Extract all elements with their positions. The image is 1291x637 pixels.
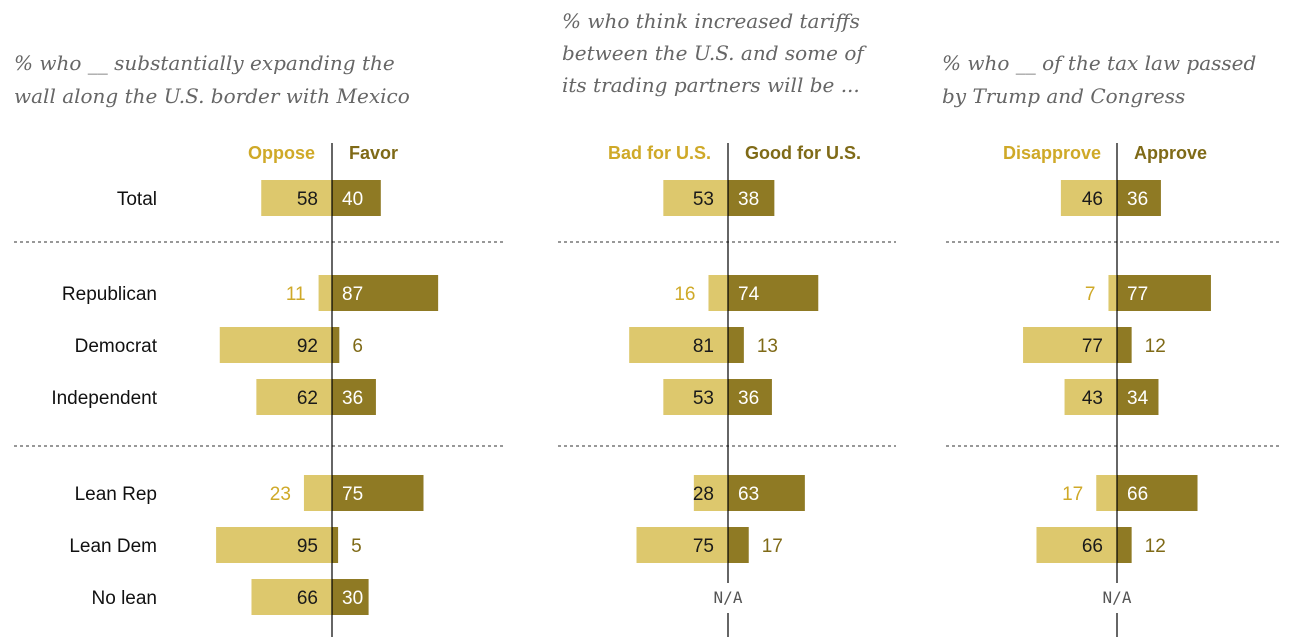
data-label: 5 [351, 536, 362, 557]
bar-favor [332, 579, 369, 615]
bar-oppose [318, 275, 332, 311]
data-label: 66 [297, 588, 318, 609]
bar-disapprove [1060, 180, 1117, 216]
series-header-right: Approve [1134, 143, 1207, 163]
bar-favor [332, 275, 439, 311]
bar-oppose [261, 180, 332, 216]
bar-approve [1117, 379, 1159, 415]
data-label: 12 [1145, 336, 1166, 357]
panel-title-line: by Trump and Congress [942, 84, 1185, 108]
data-label: 66 [1127, 484, 1148, 505]
bar-bad-for-u-s- [708, 275, 728, 311]
bar-oppose [251, 579, 332, 615]
panel-title-line: % who __ substantially expanding the [14, 51, 395, 75]
data-label: 77 [1127, 284, 1148, 305]
bar-disapprove [1036, 527, 1117, 563]
bar-good-for-u-s- [728, 180, 775, 216]
bar-good-for-u-s- [728, 327, 744, 363]
row-label: Lean Dem [69, 536, 157, 557]
panel-title-line: % who __ of the tax law passed [942, 51, 1256, 75]
data-label: 63 [738, 484, 759, 505]
bar-approve [1117, 180, 1161, 216]
data-label: 13 [757, 336, 778, 357]
bar-favor [332, 379, 376, 415]
data-label: 16 [674, 284, 695, 305]
series-header-right: Favor [349, 143, 398, 163]
data-label: 74 [738, 284, 760, 305]
series-header-right: Good for U.S. [745, 143, 861, 163]
bar-oppose [216, 527, 332, 563]
series-header-left: Oppose [248, 143, 315, 163]
data-label: 17 [762, 536, 783, 557]
row-label: Total [117, 189, 157, 210]
data-label: 43 [1082, 388, 1103, 409]
data-label: 38 [738, 189, 759, 210]
data-label: 62 [297, 388, 318, 409]
data-label: 75 [342, 484, 363, 505]
bar-disapprove [1023, 327, 1117, 363]
bar-disapprove [1096, 475, 1117, 511]
data-label: 28 [693, 484, 714, 505]
data-label: 36 [342, 388, 363, 409]
data-label: 58 [297, 189, 318, 210]
data-label: 53 [693, 189, 714, 210]
bar-bad-for-u-s- [693, 475, 728, 511]
data-label: 17 [1062, 484, 1083, 505]
na-label: N/A [1103, 588, 1132, 607]
data-label: 6 [352, 336, 363, 357]
na-label: N/A [714, 588, 743, 607]
panel-title-line: its trading partners will be ... [562, 73, 860, 97]
data-label: 81 [693, 336, 714, 357]
bar-approve [1117, 527, 1132, 563]
bar-good-for-u-s- [728, 379, 772, 415]
data-label: 53 [693, 388, 714, 409]
bar-oppose [256, 379, 332, 415]
bar-bad-for-u-s- [663, 180, 728, 216]
bar-oppose [303, 475, 332, 511]
bar-favor [332, 327, 340, 363]
data-label: 66 [1082, 536, 1103, 557]
bar-disapprove [1108, 275, 1117, 311]
data-label: 7 [1085, 284, 1096, 305]
bar-good-for-u-s- [728, 275, 819, 311]
data-label: 95 [297, 536, 318, 557]
data-label: 12 [1145, 536, 1166, 557]
bar-oppose [219, 327, 332, 363]
bar-good-for-u-s- [728, 527, 749, 563]
bar-favor [332, 475, 424, 511]
row-label: Lean Rep [75, 484, 157, 505]
bar-approve [1117, 327, 1132, 363]
panel-title-line: % who think increased tariffs [562, 9, 860, 33]
bar-good-for-u-s- [728, 475, 805, 511]
bar-favor [332, 180, 381, 216]
data-label: 11 [286, 284, 306, 305]
data-label: 34 [1127, 388, 1149, 409]
data-label: 30 [342, 588, 363, 609]
bar-disapprove [1064, 379, 1117, 415]
data-label: 87 [342, 284, 363, 305]
row-label: Democrat [75, 336, 158, 357]
row-label: No lean [92, 588, 158, 609]
row-label: Republican [62, 284, 157, 305]
series-header-left: Disapprove [1003, 143, 1101, 163]
bar-bad-for-u-s- [663, 379, 728, 415]
data-label: 92 [297, 336, 318, 357]
data-label: 46 [1082, 189, 1103, 210]
data-label: 36 [1127, 189, 1148, 210]
data-label: 40 [342, 189, 363, 210]
row-label: Independent [51, 388, 157, 409]
bar-approve [1117, 275, 1211, 311]
data-label: 36 [738, 388, 759, 409]
bar-approve [1117, 475, 1198, 511]
series-header-left: Bad for U.S. [608, 143, 711, 163]
data-label: 23 [270, 484, 291, 505]
panel-title-line: between the U.S. and some of [562, 41, 867, 65]
bar-favor [332, 527, 339, 563]
data-label: 75 [693, 536, 714, 557]
panel-title-line: wall along the U.S. border with Mexico [14, 84, 410, 108]
bar-bad-for-u-s- [636, 527, 728, 563]
bar-bad-for-u-s- [629, 327, 728, 363]
data-label: 77 [1082, 336, 1103, 357]
